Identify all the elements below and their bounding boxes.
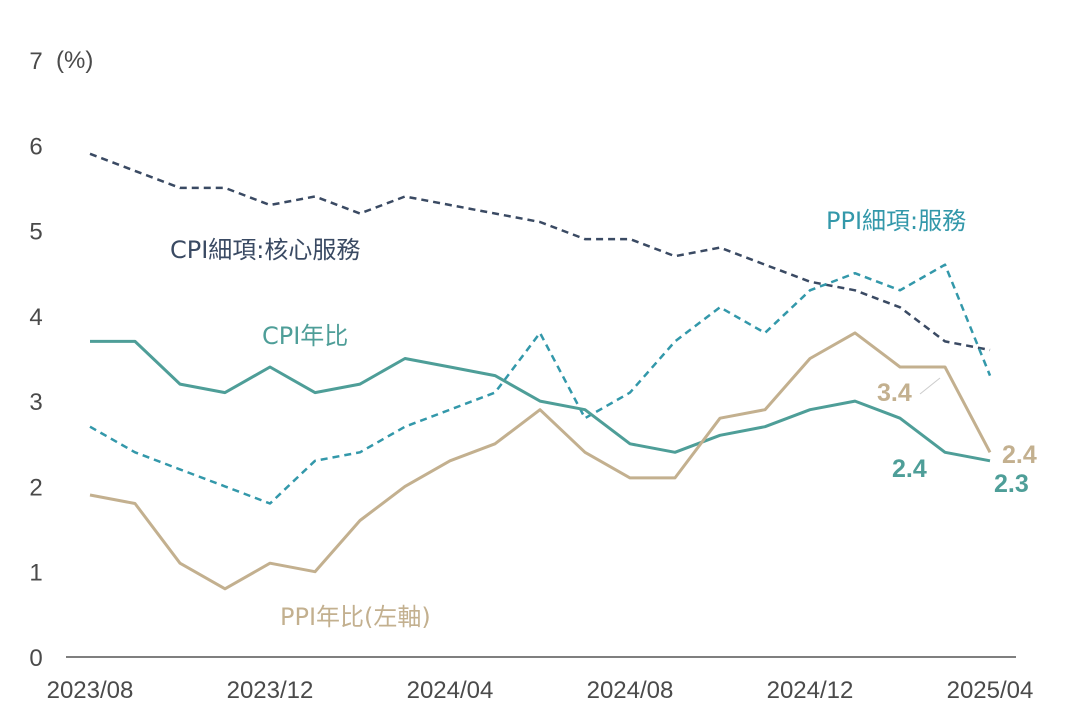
x-tick-label: 2023/12	[227, 677, 314, 704]
y-tick-label: 2	[29, 474, 42, 501]
series-label-ppi-services: PPI細項:服務	[826, 207, 966, 235]
annotation-ppi-yoy-3-4: 3.4	[877, 379, 912, 407]
y-tick-label: 7	[29, 48, 42, 75]
annotation-cpi-yoy-2-4: 2.4	[892, 455, 927, 483]
x-tick-label: 2024/12	[767, 677, 854, 704]
x-tick-label: 2025/04	[947, 677, 1034, 704]
annotation-ppi-yoy-2-4: 2.4	[1002, 441, 1037, 469]
series-line-ppi-yoy	[89, 331, 992, 591]
series-label-ppi-yoy: PPI年比(左軸)	[280, 603, 431, 631]
series-label-cpi-yoy: CPI年比	[262, 322, 348, 350]
series-line-ppi-services	[89, 263, 992, 505]
annotation-leader-line	[919, 377, 941, 395]
y-tick-label: 6	[29, 133, 42, 160]
series-line-cpi-yoy	[90, 339, 991, 463]
series-label-cpi-core-services: CPI細項:核心服務	[170, 236, 360, 264]
y-tick-label: 5	[29, 219, 42, 246]
y-axis-unit-label: (%)	[56, 47, 93, 74]
x-axis-tick-labels: 2023/08 2023/12 2024/04 2024/08 2024/12 2025/…	[47, 677, 1034, 704]
y-axis-tick-labels: 0 1 2 3 4 5 6 7	[29, 48, 42, 672]
y-tick-label: 4	[29, 304, 42, 331]
x-tick-label: 2024/04	[407, 677, 494, 704]
x-tick-label: 2024/08	[587, 677, 674, 704]
x-tick-label: 2023/08	[47, 677, 134, 704]
series-line-cpi-core-services	[89, 152, 991, 352]
series-lines	[89, 152, 992, 591]
annotation-cpi-yoy-2-3: 2.3	[994, 470, 1029, 498]
y-tick-label: 0	[29, 645, 42, 672]
y-tick-label: 3	[29, 389, 42, 416]
y-tick-label: 1	[29, 560, 42, 587]
